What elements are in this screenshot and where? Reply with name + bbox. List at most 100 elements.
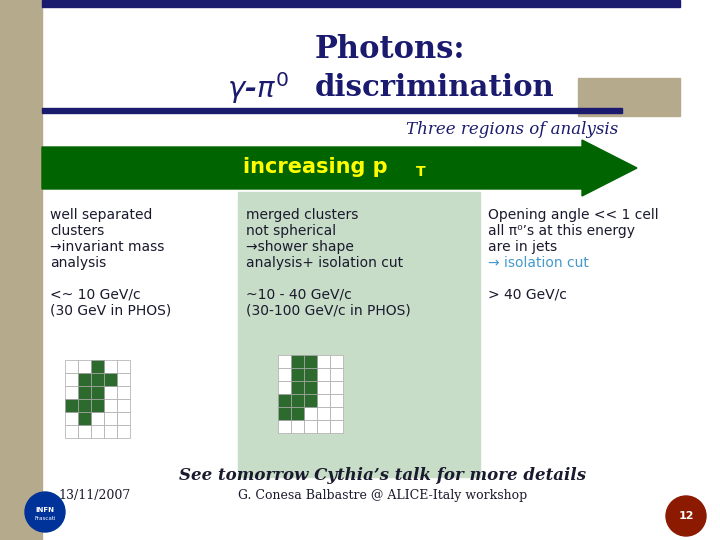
Text: well separated: well separated [50,208,153,222]
Bar [104,386,117,399]
Text: are in jets: are in jets [488,240,557,254]
Bar [291,355,304,368]
Text: 12: 12 [678,511,694,521]
Text: not spherical: not spherical [246,224,336,238]
Bar [91,360,104,373]
Bar [42,108,622,113]
Bar [65,399,78,412]
Bar [278,368,291,381]
Bar [291,355,304,368]
Text: (30-100 GeV/c in PHOS): (30-100 GeV/c in PHOS) [246,304,410,318]
Bar [304,394,317,407]
Text: INFN: INFN [35,507,55,513]
Bar [304,407,317,420]
Bar [91,399,104,412]
Bar [304,368,317,381]
Bar [330,420,343,433]
Bar [104,373,117,386]
Circle shape [666,496,706,536]
Bar [117,360,130,373]
Bar [78,360,91,373]
Bar [78,412,91,425]
Bar [91,412,104,425]
Text: (30 GeV in PHOS): (30 GeV in PHOS) [50,304,171,318]
Bar [78,399,91,412]
Bar [291,381,304,394]
Bar [291,368,304,381]
Bar [304,368,317,381]
Bar [278,381,291,394]
Bar [304,355,317,368]
Bar [291,407,304,420]
Text: analysis: analysis [50,256,107,270]
Bar [330,355,343,368]
Text: clusters: clusters [50,224,104,238]
Bar [317,368,330,381]
Bar [278,355,291,368]
Bar [238,192,480,477]
Text: Frascati: Frascati [35,516,55,521]
Text: Opening angle << 1 cell: Opening angle << 1 cell [488,208,659,222]
Text: → isolation cut: → isolation cut [488,256,589,270]
Bar [317,381,330,394]
Bar [104,412,117,425]
Bar [91,399,104,412]
Bar [65,412,78,425]
Bar [78,386,91,399]
Bar [65,360,78,373]
Bar [65,373,78,386]
Bar [104,360,117,373]
Text: $\gamma$-$\pi^0$: $\gamma$-$\pi^0$ [227,70,289,106]
Bar [330,407,343,420]
Bar [304,355,317,368]
Text: See tomorrow Cythia’s talk for more details: See tomorrow Cythia’s talk for more deta… [179,468,587,484]
Bar [78,386,91,399]
Bar [317,394,330,407]
Text: →invariant mass: →invariant mass [50,240,164,254]
Bar [104,373,117,386]
Bar [117,373,130,386]
Bar [317,407,330,420]
Text: →shower shape: →shower shape [246,240,354,254]
Bar [65,386,78,399]
Text: T: T [416,165,426,179]
Text: 13/11/2007: 13/11/2007 [59,489,131,503]
Text: analysis+ isolation cut: analysis+ isolation cut [246,256,403,270]
Bar [65,399,78,412]
Bar [291,420,304,433]
Bar [578,78,680,116]
Bar [291,394,304,407]
Text: Photons:: Photons: [315,35,465,65]
Text: discrimination: discrimination [315,73,555,103]
FancyArrow shape [42,140,637,196]
Bar [291,394,304,407]
Text: increasing p: increasing p [243,157,387,177]
Text: <~ 10 GeV/c: <~ 10 GeV/c [50,288,140,302]
Bar [91,373,104,386]
Bar [304,394,317,407]
Bar [330,381,343,394]
Text: Three regions of analysis: Three regions of analysis [406,122,618,138]
Bar [78,373,91,386]
Bar [291,407,304,420]
Bar [304,420,317,433]
Text: > 40 GeV/c: > 40 GeV/c [488,288,567,302]
Bar [0,0,42,540]
Bar [317,355,330,368]
Bar [78,425,91,438]
Bar [117,425,130,438]
Bar [117,399,130,412]
Bar [65,425,78,438]
Bar [104,425,117,438]
Bar [91,373,104,386]
Bar [42,0,680,7]
Bar [78,412,91,425]
Bar [91,360,104,373]
Bar [291,368,304,381]
Text: G. Conesa Balbastre @ ALICE-Italy workshop: G. Conesa Balbastre @ ALICE-Italy worksh… [238,489,528,503]
Bar [278,420,291,433]
Bar [278,407,291,420]
Text: all π⁰’s at this energy: all π⁰’s at this energy [488,224,635,238]
Bar [330,394,343,407]
Circle shape [25,492,65,532]
